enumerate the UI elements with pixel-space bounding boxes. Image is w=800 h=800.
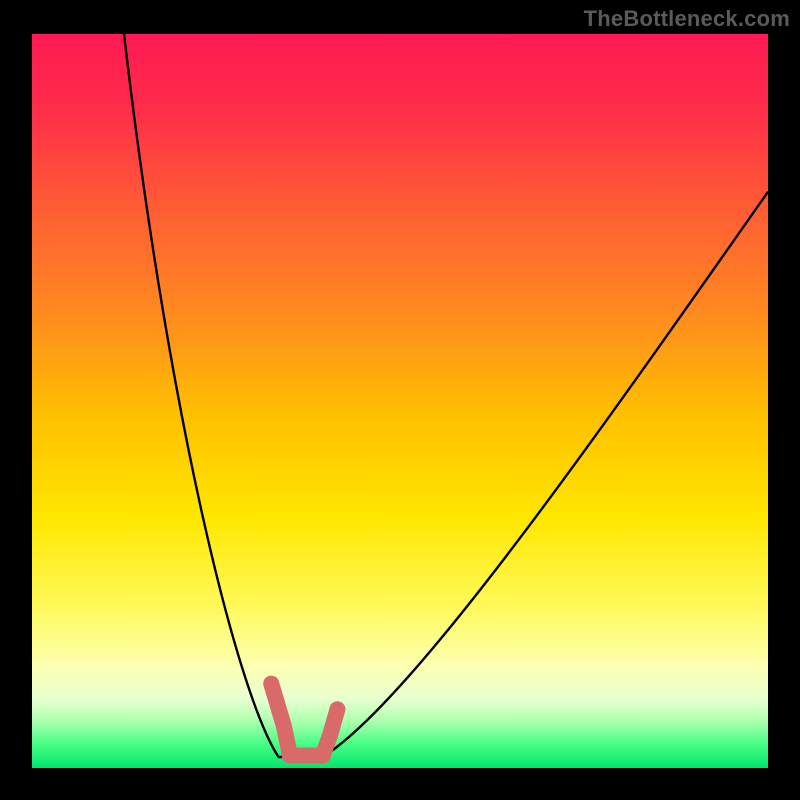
highlight-markers (271, 684, 337, 756)
chart-svg-layer (32, 34, 768, 768)
plot-area (32, 34, 768, 768)
bottleneck-curve (124, 34, 768, 757)
watermark-text: TheBottleneck.com (584, 6, 790, 32)
highlight-segment (330, 709, 337, 735)
